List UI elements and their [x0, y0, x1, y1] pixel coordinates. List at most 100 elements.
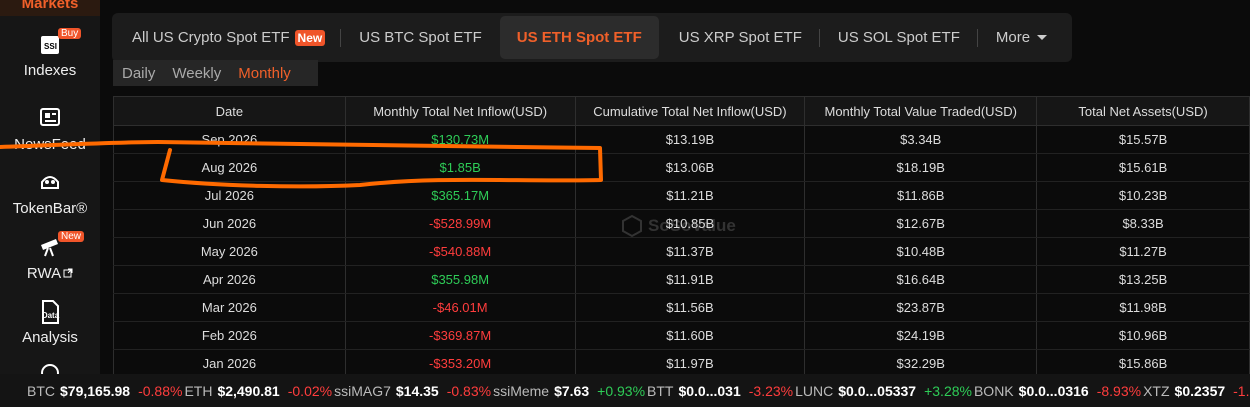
tab[interactable]: All US Crypto Spot ETF New — [112, 16, 340, 59]
table-cell: Mar 2026 — [113, 293, 346, 322]
ticker-price: $7.63 — [554, 382, 590, 399]
tab[interactable]: US ETH Spot ETF — [499, 16, 659, 59]
tab[interactable]: US SOL Spot ETF — [820, 16, 977, 59]
table-cell: $8.33B — [1036, 209, 1250, 238]
ticker-item[interactable]: BTT $0.0...031 -3.23% — [647, 383, 795, 399]
ticker-symbol: ETH — [184, 382, 213, 399]
ticker-change: -0.83% — [446, 382, 492, 399]
ticker-item[interactable]: ETH $2,490.81 -0.02% — [184, 383, 334, 399]
column-header: Cumulative Total Net Inflow(USD) — [574, 96, 806, 126]
table-row: Jun 2026 -$528.99M $10.85B $12.67B $8.33B — [113, 209, 1250, 238]
sidebar-badge: Buy — [58, 28, 82, 39]
table-cell: $11.27B — [1036, 237, 1250, 266]
ticker-item[interactable]: ssiMAG7 $14.35 -0.83% — [334, 383, 493, 399]
period-tab[interactable]: Monthly — [238, 64, 291, 82]
ticker-symbol: BTT — [647, 382, 674, 399]
ticker-change: -0.02% — [287, 382, 333, 399]
ticker-symbol: XTZ — [1143, 382, 1170, 399]
table-cell: Jul 2026 — [113, 181, 346, 210]
sidebar-icon — [41, 239, 58, 257]
table-cell: $23.87B — [804, 293, 1038, 322]
ticker-bar: BTC $79,165.98 -0.88% ETH $2,490.81 -0.02% ssi… — [0, 374, 1250, 407]
table-cell: Jan 2026 — [113, 349, 346, 378]
ticker-symbol: ssiMeme — [493, 382, 550, 399]
etf-tabs: All US Crypto Spot ETF New US BTC Spot ETF… — [112, 13, 1072, 62]
ticker-change: +3.28% — [924, 382, 972, 399]
column-header: Monthly Total Net Inflow(USD) — [344, 96, 576, 126]
table-cell: $1.85B — [344, 153, 576, 182]
tab-label: All US Crypto Spot ETF — [132, 29, 290, 46]
ticker-item[interactable]: ssiMeme $7.63 +0.93% — [493, 383, 647, 399]
ticker-price: $0.0...0316 — [1018, 382, 1089, 399]
ticker-price: $14.35 — [395, 382, 439, 399]
table-cell: Aug 2026 — [113, 153, 346, 182]
ticker-price: $2,490.81 — [217, 382, 280, 399]
ticker-change: -1.79% — [1233, 382, 1250, 399]
header-row: Date Monthly Total Net Inflow(USD) Cumulat… — [113, 96, 1250, 126]
table-cell: $365.17M — [344, 181, 576, 210]
table-cell: $11.86B — [804, 181, 1038, 210]
table-cell: $10.96B — [1036, 321, 1250, 350]
period-tab[interactable]: Weekly — [172, 64, 222, 82]
table-cell: $11.91B — [574, 265, 806, 294]
ticker-price: $79,165.98 — [60, 382, 131, 399]
sidebar-title[interactable]: Markets — [0, 0, 100, 16]
table-cell: $11.21B — [574, 181, 806, 210]
table-cell: $12.67B — [804, 209, 1038, 238]
tab-separator — [976, 28, 978, 47]
table-row: Aug 2026 $1.85B $13.06B $18.19B $15.61B — [113, 153, 1250, 182]
sidebar-item[interactable]: New RWA — [0, 231, 100, 282]
ticker-symbol: ssiMAG7 — [334, 382, 391, 399]
ticker-item[interactable]: XTZ$0.2357 -1.79% — [1143, 383, 1250, 399]
tab-label: US SOL Spot ETF — [837, 29, 960, 46]
column-header: Date — [113, 96, 346, 126]
tab-label: US ETH Spot ETF — [516, 29, 642, 46]
sidebar-icon: Data — [42, 300, 60, 324]
sidebar-item[interactable]: SSI Buy Indexes — [0, 28, 100, 79]
table-cell: $11.60B — [574, 321, 806, 350]
ticker-symbol: LUNC — [795, 382, 834, 399]
sidebar-item[interactable]: NewsFeed — [0, 106, 100, 153]
table-cell: May 2026 — [113, 237, 346, 266]
sidebar: Markets SSI Buy Indexes NewsFeed TokenBar® Ne… — [0, 0, 100, 382]
table-cell: -$369.87M — [344, 321, 576, 350]
table-cell: Jun 2026 — [113, 209, 346, 238]
table-cell: $15.61B — [1036, 153, 1250, 182]
etf-table: Date Monthly Total Net Inflow(USD) Cumulat… — [113, 96, 1250, 378]
tab[interactable]: US XRP Spot ETF — [659, 16, 819, 59]
table-cell: Apr 2026 — [113, 265, 346, 294]
table-cell: $11.56B — [574, 293, 806, 322]
table-cell: $16.64B — [804, 265, 1038, 294]
ticker-item[interactable]: LUNC $0.0...05337 +3.28% — [795, 383, 974, 399]
sidebar-label: RWA — [0, 265, 100, 282]
table-row: May 2026 -$540.88M $11.37B $10.48B $11.27B — [113, 237, 1250, 266]
period-tab[interactable]: Daily — [122, 64, 156, 82]
table-body: Sep 2026 $130.73M $13.19B $3.34B $15.57B Aug … — [113, 125, 1250, 378]
table-cell: $130.73M — [344, 125, 576, 154]
sidebar-item[interactable]: TokenBar® — [0, 170, 100, 217]
table-row: Apr 2026 $355.98M $11.91B $16.64B $13.25B — [113, 265, 1250, 294]
ticker-change: +0.93% — [597, 382, 646, 399]
tab-separator — [818, 28, 820, 47]
table-cell: $11.37B — [574, 237, 806, 266]
table-cell: Sep 2026 — [113, 125, 346, 154]
ticker-symbol: BONK — [973, 382, 1014, 399]
table-row: Mar 2026 -$46.01M $11.56B $23.87B $11.98B — [113, 293, 1250, 322]
tab[interactable]: US BTC Spot ETF — [341, 16, 500, 59]
sidebar-label: Indexes — [23, 62, 77, 79]
tab-label: US BTC Spot ETF — [359, 29, 482, 46]
table-cell: $13.06B — [574, 153, 806, 182]
table-cell: $11.98B — [1036, 293, 1250, 322]
sidebar-item[interactable]: Data Analysis — [0, 299, 100, 346]
tab[interactable]: More — [978, 16, 1066, 59]
table-cell: $13.19B — [574, 125, 806, 154]
icon-text: Data — [42, 311, 60, 320]
ticker-item[interactable]: BTC $79,165.98 -0.88% — [27, 383, 184, 399]
table-cell: $10.85B — [574, 209, 806, 238]
table-row: Jul 2026 $365.17M $11.21B $11.86B $10.23B — [113, 181, 1250, 210]
ticker-change: -8.93% — [1096, 382, 1142, 399]
external-link-icon — [63, 268, 73, 278]
icon-text: SSI — [44, 42, 57, 51]
ticker-item[interactable]: BONK $0.0...0316 -8.93% — [974, 383, 1143, 399]
